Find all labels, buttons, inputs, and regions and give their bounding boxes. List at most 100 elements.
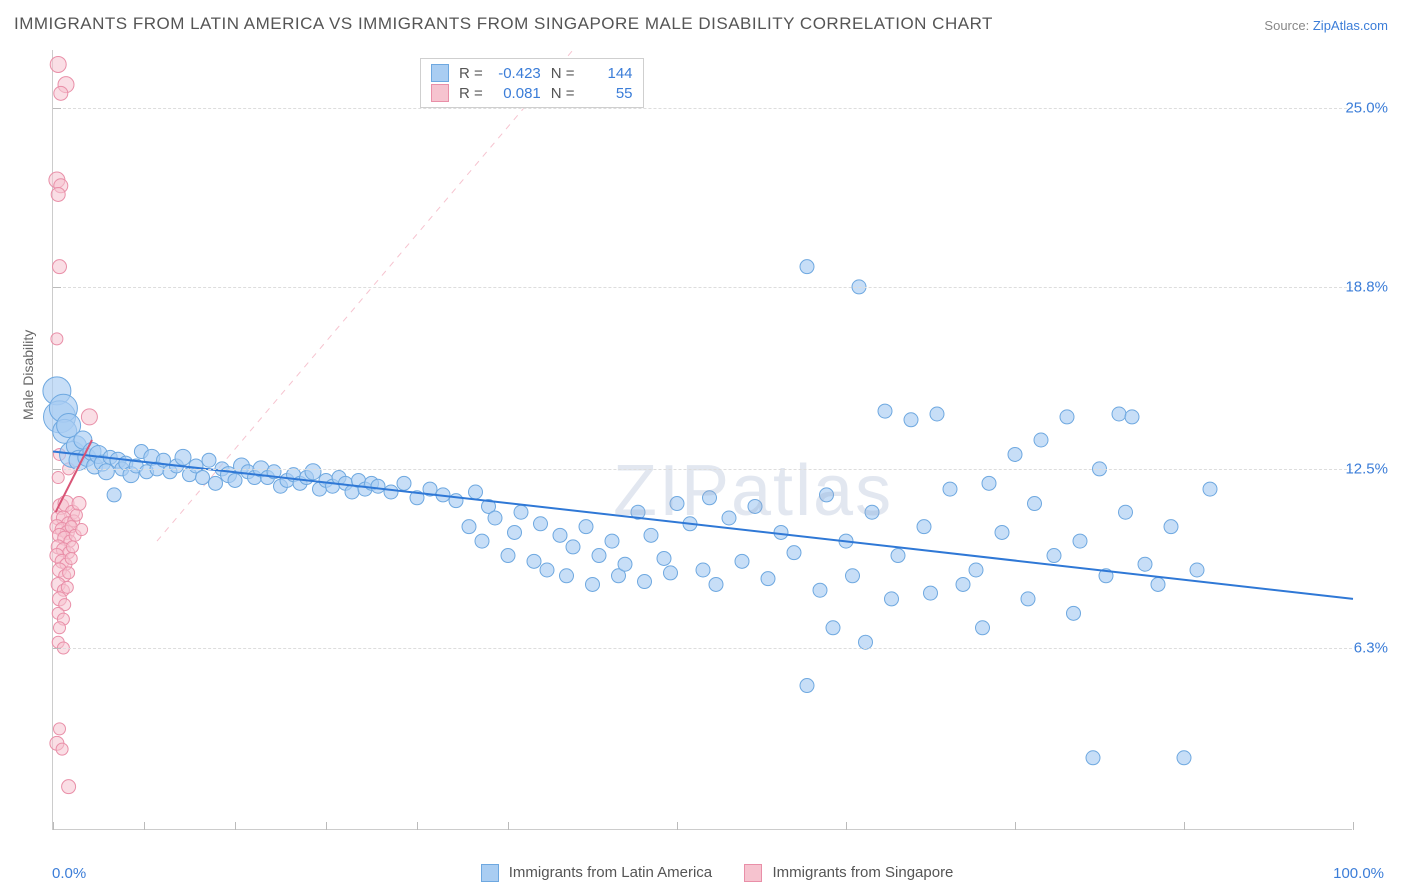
x-tick [235,822,236,830]
data-point [501,549,515,563]
x-tick [53,822,54,830]
data-point [800,679,814,693]
n-value-2: 55 [585,85,633,102]
data-point [904,413,918,427]
y-tick-label: 6.3% [1354,640,1388,657]
x-tick [1353,822,1354,830]
data-point [820,488,834,502]
data-point [54,723,66,735]
legend-swatch-1 [481,864,499,882]
data-point [553,528,567,542]
data-point [846,569,860,583]
data-point [618,557,632,571]
data-point [527,554,541,568]
data-point [54,86,68,100]
x-tick [846,822,847,830]
data-point [995,525,1009,539]
data-point [592,549,606,563]
data-point [1151,577,1165,591]
data-point [51,187,65,201]
x-tick [417,822,418,830]
data-point [826,621,840,635]
x-tick [677,822,678,830]
data-point [63,567,75,579]
gridline [53,648,1352,649]
data-point [196,471,210,485]
legend-label-1: Immigrants from Latin America [509,864,712,881]
data-point [1021,592,1035,606]
data-point [748,499,762,513]
data-point [969,563,983,577]
scatter-svg [53,50,1353,830]
data-point [107,488,121,502]
y-tick-label: 18.8% [1345,278,1388,295]
data-point [1112,407,1126,421]
data-point [54,622,66,634]
data-point [956,577,970,591]
x-tick [326,822,327,830]
data-point [982,476,996,490]
data-point [1060,410,1074,424]
data-point [891,549,905,563]
data-point [696,563,710,577]
data-point [469,485,483,499]
data-point [72,497,86,511]
data-point [81,409,97,425]
data-point [305,464,321,480]
data-point [1119,505,1133,519]
y-tick [53,469,61,470]
data-point [534,517,548,531]
swatch-series1 [431,64,449,82]
y-tick [53,648,61,649]
data-point [1073,534,1087,548]
source-link[interactable]: ZipAtlas.com [1313,18,1388,33]
data-point [384,485,398,499]
data-point [1125,410,1139,424]
n-label: N = [551,65,575,82]
data-point [371,479,385,493]
r-label: R = [459,85,483,102]
stats-row-series1: R = -0.423 N = 144 [431,63,633,83]
gridline [53,108,1352,109]
x-tick [508,822,509,830]
source-attribution: Source: ZipAtlas.com [1264,18,1388,33]
legend-swatch-2 [744,864,762,882]
data-point [976,621,990,635]
data-point [76,524,88,536]
data-point [1164,520,1178,534]
data-point [228,473,242,487]
data-point [65,552,77,564]
data-point [540,563,554,577]
r-label: R = [459,65,483,82]
data-point [175,449,191,465]
data-point [566,540,580,554]
data-point [56,743,68,755]
y-tick [53,108,61,109]
data-point [1190,563,1204,577]
data-point [52,472,64,484]
data-point [508,525,522,539]
r-value-1: -0.423 [493,65,541,82]
data-point [664,566,678,580]
data-point [1086,751,1100,765]
gridline [53,287,1352,288]
x-tick [144,822,145,830]
swatch-series2 [431,84,449,102]
x-tick [1184,822,1185,830]
data-point [462,520,476,534]
data-point [605,534,619,548]
data-point [1067,606,1081,620]
data-point [800,260,814,274]
data-point [50,56,66,72]
source-label: Source: [1264,18,1309,33]
data-point [735,554,749,568]
data-point [1138,557,1152,571]
data-point [878,404,892,418]
data-point [62,780,76,794]
stats-legend: R = -0.423 N = 144 R = 0.081 N = 55 [420,58,644,108]
data-point [586,577,600,591]
data-point [70,509,82,521]
data-point [644,528,658,542]
data-point [1047,549,1061,563]
data-point [1008,447,1022,461]
